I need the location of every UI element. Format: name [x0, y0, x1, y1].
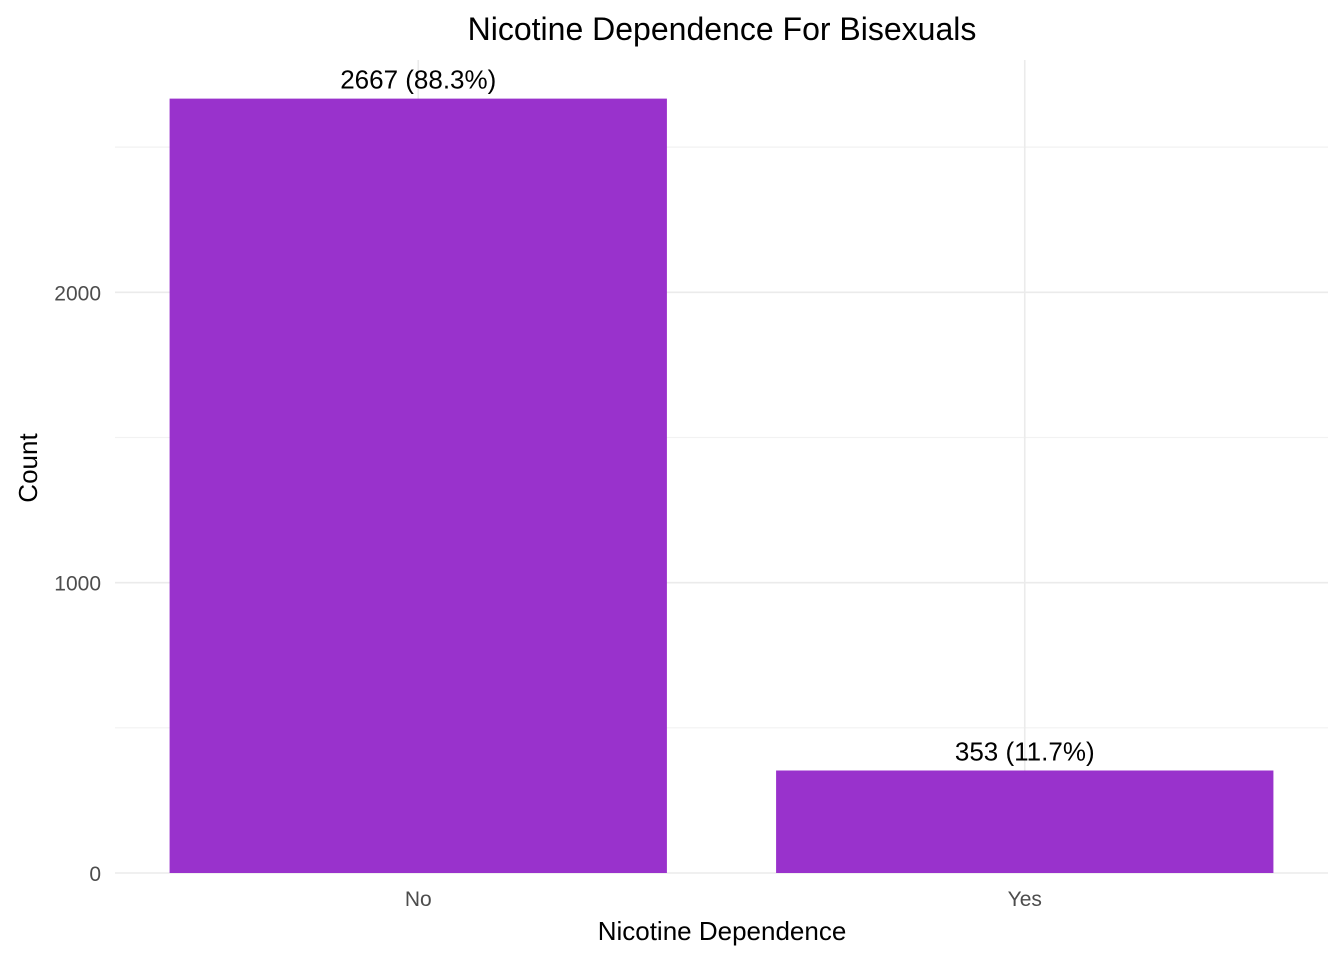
ticks: No Yes 0 1000 2000 [54, 282, 1042, 911]
x-axis-title: Nicotine Dependence [598, 916, 847, 946]
chart-title: Nicotine Dependence For Bisexuals [468, 11, 977, 47]
x-tick-label: No [405, 888, 432, 911]
bars [169, 98, 1274, 874]
data-label-yes: 353 (11.7%) [955, 737, 1095, 767]
bar-yes [776, 770, 1274, 873]
y-axis-title: Count [13, 433, 43, 503]
bar-no [169, 98, 667, 874]
x-tick-label: Yes [1008, 888, 1042, 911]
y-tick-label: 1000 [54, 573, 101, 596]
y-tick-label: 0 [89, 863, 101, 886]
data-label-no: 2667 (88.3%) [340, 65, 496, 95]
data-labels: 2667 (88.3%) 353 (11.7%) [340, 65, 1094, 767]
y-tick-label: 2000 [54, 282, 101, 305]
